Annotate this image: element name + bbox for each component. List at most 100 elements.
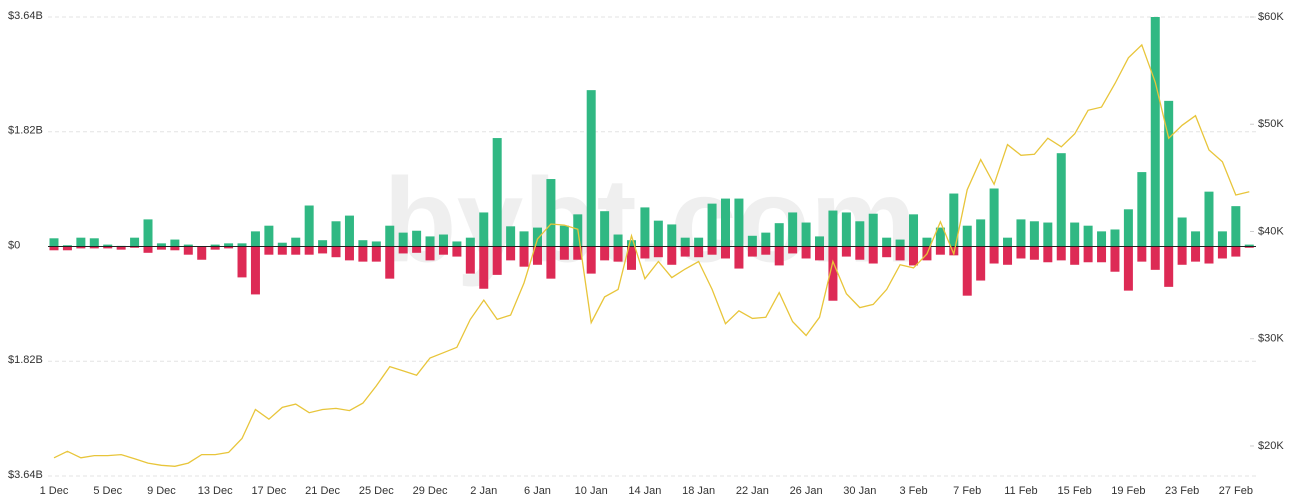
bar — [586, 246, 596, 274]
bar — [264, 225, 274, 247]
bar — [1056, 246, 1066, 261]
bar — [1191, 231, 1201, 247]
bar — [291, 237, 301, 247]
bar — [318, 240, 328, 247]
bar — [868, 246, 878, 264]
bar — [1217, 246, 1227, 259]
x-tick-label: 22 Jan — [736, 485, 769, 497]
x-tick-label: 17 Dec — [251, 485, 286, 497]
bar — [882, 237, 892, 247]
bar — [828, 210, 838, 247]
bar — [694, 237, 704, 247]
bar — [1083, 225, 1093, 247]
bar — [479, 246, 489, 289]
bar — [895, 246, 905, 261]
bar — [479, 212, 489, 247]
x-tick-label: 2 Jan — [470, 485, 497, 497]
x-tick-label: 23 Feb — [1165, 485, 1199, 497]
bar — [1110, 229, 1120, 247]
bar — [1244, 246, 1254, 248]
bar — [210, 246, 220, 250]
y-tick-label: $1.82B — [8, 125, 43, 137]
bar — [197, 246, 207, 260]
bar — [613, 246, 623, 262]
bar — [1204, 246, 1214, 264]
bar — [224, 246, 234, 249]
bar — [492, 246, 502, 275]
x-tick-label: 25 Dec — [359, 485, 394, 497]
bar — [344, 246, 354, 261]
bar — [909, 214, 919, 247]
x-tick-label: 26 Jan — [790, 485, 823, 497]
bar — [721, 198, 730, 247]
bar — [76, 246, 86, 249]
x-tick-label: 1 Dec — [40, 485, 69, 497]
y2-tick-label: $50K — [1258, 118, 1284, 130]
bar — [935, 227, 945, 247]
x-tick-label: 21 Dec — [305, 485, 340, 497]
bar — [989, 246, 999, 264]
bar — [277, 242, 287, 247]
bar — [694, 246, 704, 258]
bar — [1097, 231, 1107, 247]
bar — [1029, 246, 1039, 260]
bar — [1137, 172, 1147, 247]
bar — [788, 212, 798, 247]
bar — [667, 224, 677, 247]
bar — [412, 230, 422, 247]
bar — [371, 246, 381, 262]
bar — [680, 237, 690, 247]
bar — [747, 235, 757, 247]
x-tick-label: 6 Jan — [524, 485, 551, 497]
bar — [183, 244, 193, 247]
bar — [237, 246, 247, 278]
bar — [573, 246, 583, 260]
bar — [707, 246, 717, 255]
bar — [828, 246, 838, 301]
bar — [613, 234, 623, 247]
bar — [774, 246, 784, 266]
bar — [1056, 153, 1066, 247]
y2-tick-label: $30K — [1258, 333, 1284, 345]
bar — [667, 246, 677, 265]
bar — [909, 246, 919, 266]
bar — [855, 246, 865, 260]
y-tick-label: $0 — [8, 239, 20, 251]
bar — [922, 237, 932, 247]
price-line — [53, 43, 1250, 467]
bar — [130, 246, 140, 248]
bar — [707, 203, 717, 247]
x-tick-label: 9 Dec — [147, 485, 176, 497]
bar — [237, 243, 247, 247]
bar — [1016, 219, 1026, 247]
bar — [1070, 246, 1080, 265]
bar — [49, 246, 59, 251]
bar — [304, 205, 314, 247]
bar — [815, 246, 825, 261]
bar — [465, 246, 475, 274]
bar — [224, 243, 234, 247]
bar — [640, 246, 650, 259]
bar — [882, 246, 892, 258]
x-tick-label: 11 Feb — [1004, 485, 1037, 497]
x-tick-label: 15 Feb — [1058, 485, 1092, 497]
bar — [1217, 231, 1227, 247]
bar — [1043, 246, 1053, 263]
bar — [170, 239, 180, 247]
bar — [277, 246, 287, 255]
bar — [425, 236, 435, 247]
bar — [465, 237, 475, 247]
bar — [1123, 209, 1133, 247]
x-tick-label: 3 Feb — [899, 485, 927, 497]
bar — [89, 238, 99, 247]
bar — [734, 246, 744, 269]
bar — [1029, 221, 1039, 247]
bar — [1150, 17, 1160, 247]
bar — [680, 246, 690, 257]
bar — [559, 225, 569, 247]
x-tick-label: 30 Jan — [843, 485, 876, 497]
x-tick-label: 7 Feb — [953, 485, 981, 497]
bar — [801, 222, 811, 247]
x-tick-label: 29 Dec — [413, 485, 448, 497]
bar — [962, 225, 972, 247]
